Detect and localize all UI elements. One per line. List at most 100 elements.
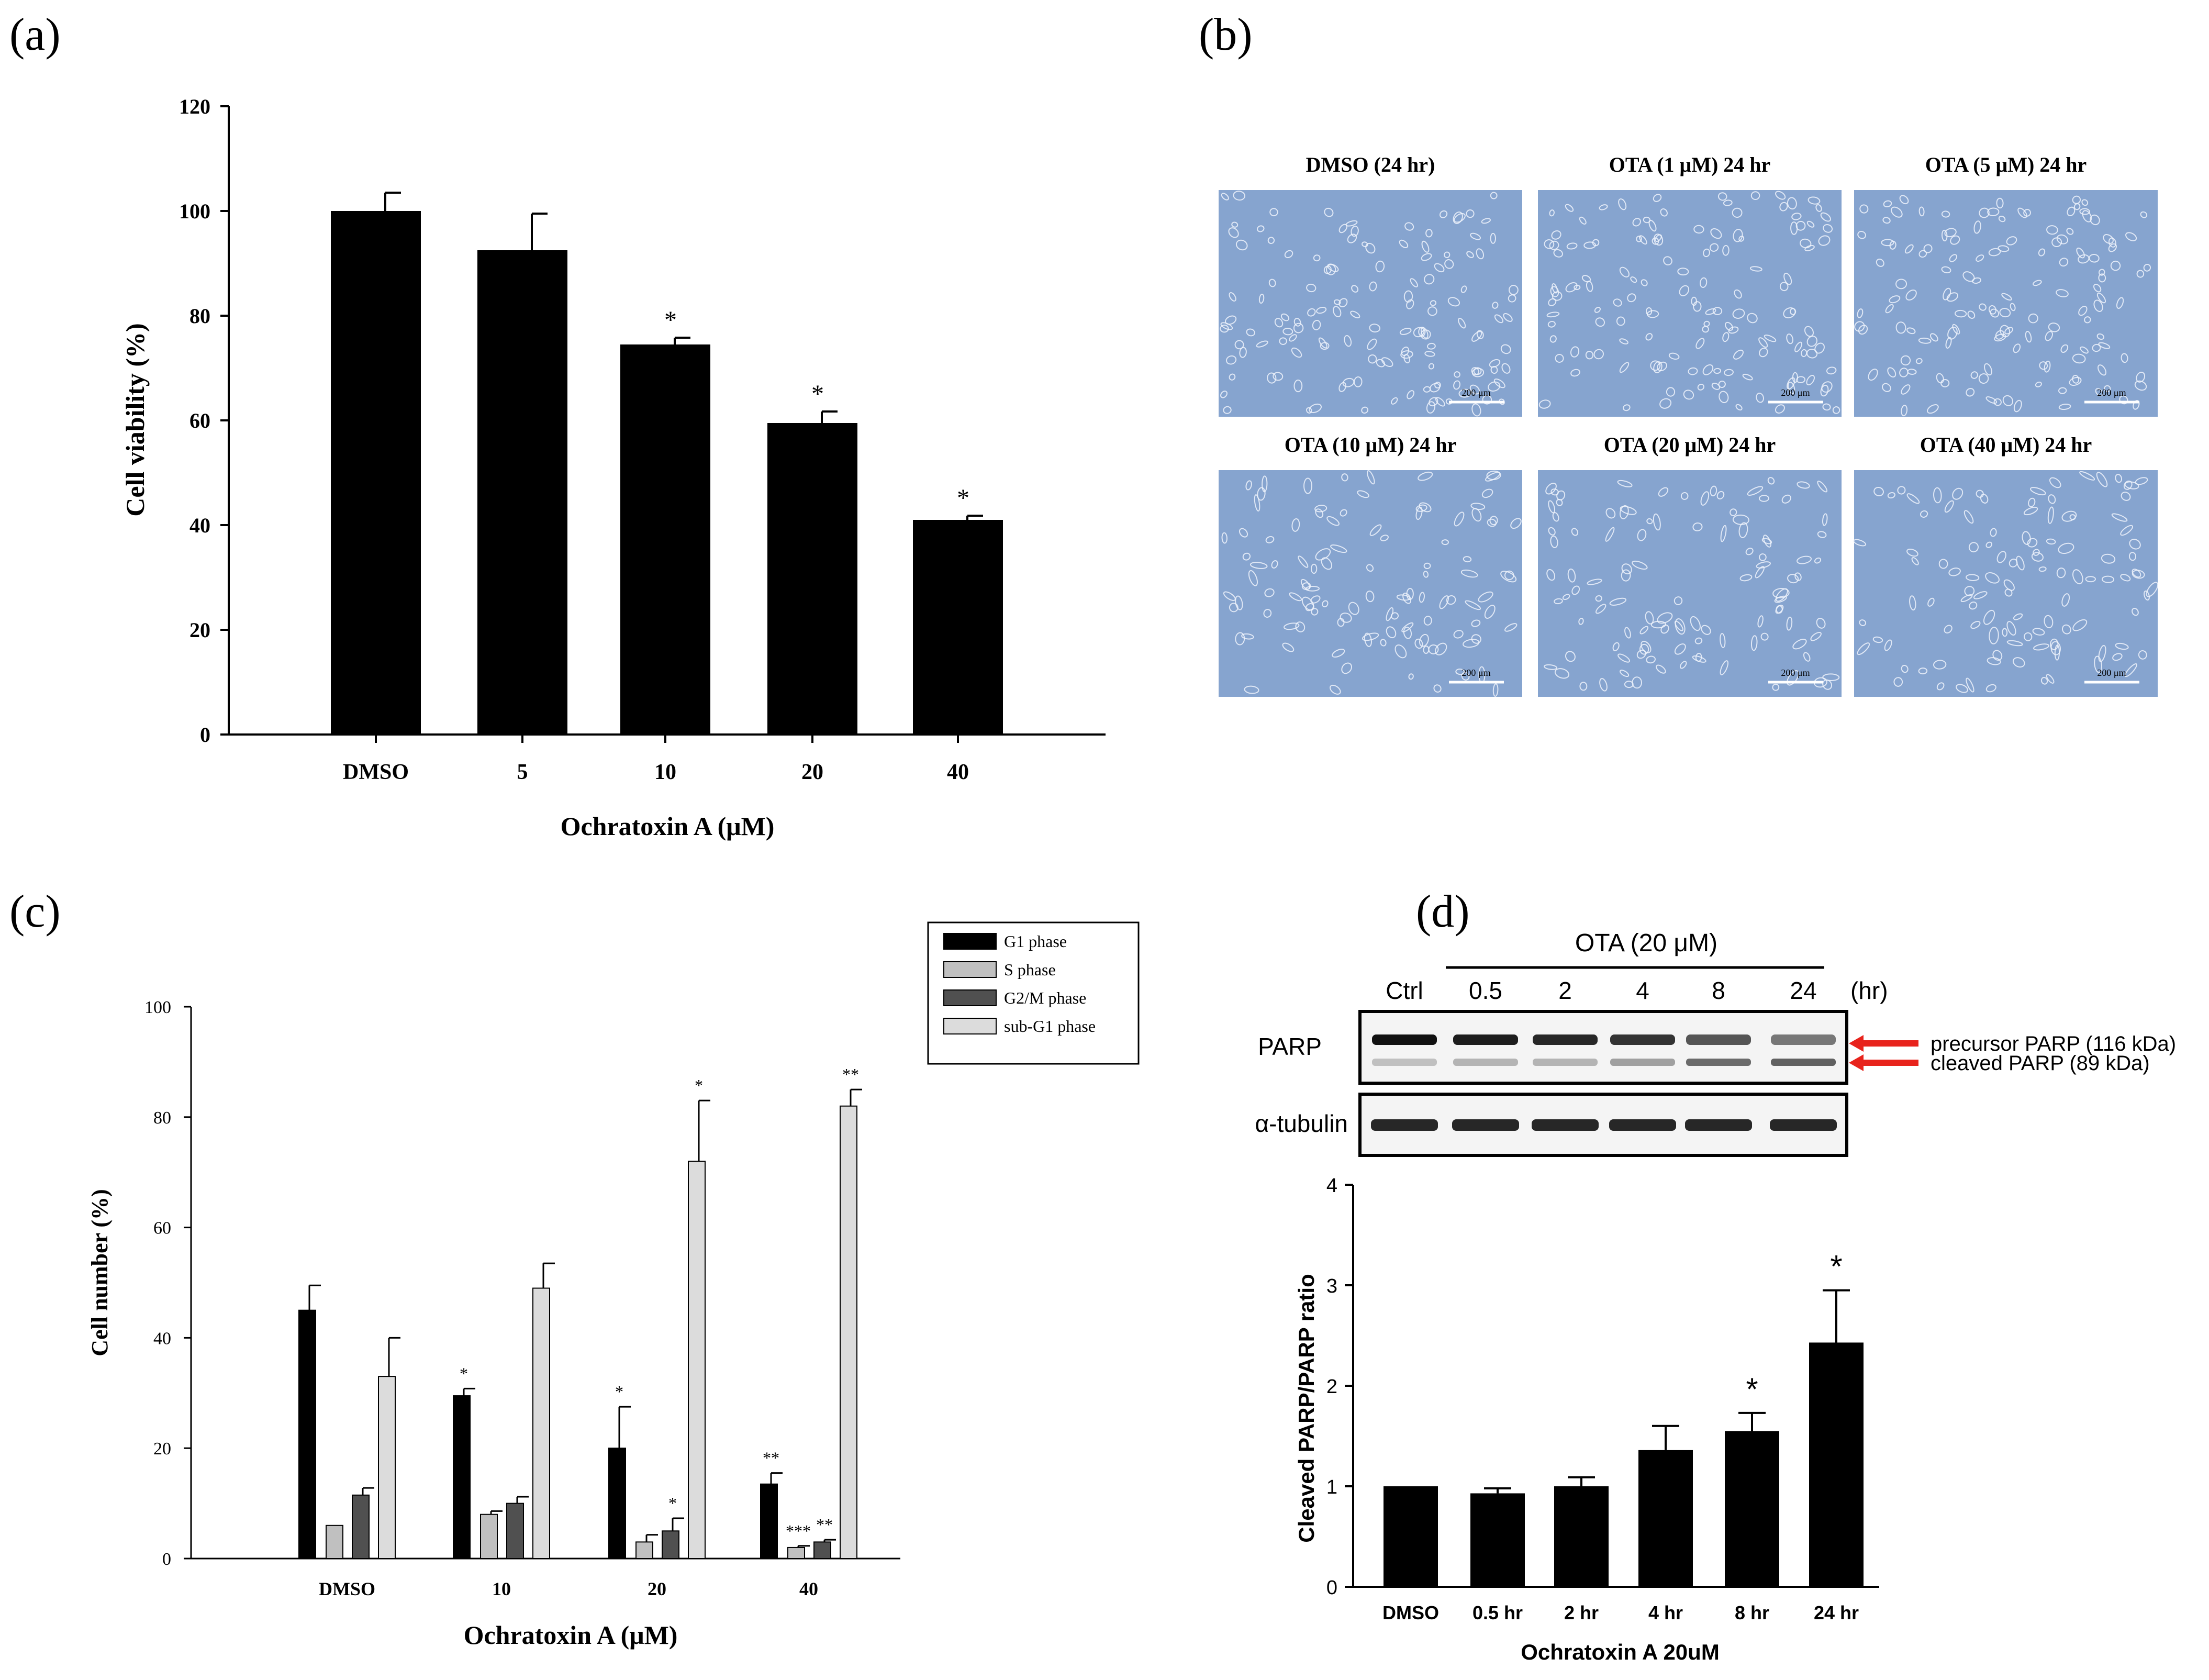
micrograph-cell <box>1375 260 1385 273</box>
micrograph-cell <box>1803 652 1811 662</box>
micrograph-cell <box>1806 374 1815 386</box>
micrograph-cell <box>1786 616 1793 631</box>
micrograph-cell <box>2078 254 2090 264</box>
blot-band-cleaved <box>1372 1059 1437 1066</box>
micrograph-cell <box>1933 660 1947 670</box>
micrograph-cell <box>1645 611 1654 625</box>
chart-c-bar <box>378 1376 396 1559</box>
micrograph-cell <box>1659 398 1672 409</box>
micrograph-cell <box>1724 369 1734 376</box>
micrograph-cell <box>1876 259 1884 267</box>
micrograph-cell <box>2121 492 2131 501</box>
chart-c-bar <box>840 1105 857 1559</box>
micrograph-cell <box>1599 678 1608 692</box>
micrograph-cell <box>1324 207 1334 217</box>
micrograph-cell <box>1779 202 1788 212</box>
micrograph-cell <box>1639 626 1649 635</box>
micrograph-cell <box>2096 472 2108 487</box>
micrograph-cell <box>1722 332 1730 342</box>
micrograph-cell <box>1901 664 1909 673</box>
micrograph-cell <box>1547 320 1556 328</box>
chart-d-x-tick-label: 24 hr <box>1814 1602 1859 1623</box>
micrograph-cell <box>2025 330 2032 343</box>
micrograph-cell <box>1258 294 1265 304</box>
micrograph-cell <box>1700 277 1708 288</box>
micrograph-cell <box>2049 477 2061 488</box>
blot-arrow-head <box>1849 1035 1864 1052</box>
micrograph-cell <box>1710 485 1717 497</box>
micrograph-cell <box>1587 578 1602 585</box>
micrograph-cell <box>1632 676 1642 689</box>
micrograph-cell <box>1617 653 1631 663</box>
chart-d-x-tick-label: 4 hr <box>1648 1602 1683 1623</box>
micrograph-cell <box>1987 657 2001 665</box>
micrograph-cell <box>2098 342 2111 349</box>
micrograph-cell <box>1406 299 1414 309</box>
chart-a-y-tick-label: 80 <box>189 304 210 328</box>
micrograph-cell <box>1772 588 1790 598</box>
micrograph-cell <box>1293 318 1301 327</box>
micrograph-cell <box>1609 597 1627 606</box>
micrograph-cell <box>1630 276 1637 283</box>
micrograph-cell <box>1330 544 1347 553</box>
chart-a-cell-viability: Cell viability (%) Ochratoxin A (μM) 0 20… <box>120 95 1106 841</box>
micrograph-cell <box>1245 480 1252 491</box>
micrograph-cell <box>2090 214 2100 226</box>
micrograph-cell <box>1999 308 2011 318</box>
micrograph-cell <box>1476 248 1484 260</box>
micrograph-cell <box>1989 627 1999 644</box>
micrograph-cell <box>1321 557 1333 570</box>
micrograph-cell <box>1639 235 1647 245</box>
micrograph-cell <box>1920 510 1928 518</box>
chart-c-significance-mark: * <box>668 1494 677 1512</box>
micrograph-cell <box>1653 513 1661 531</box>
micrograph-cell <box>1273 372 1284 381</box>
micrograph-cell <box>1900 355 1911 366</box>
micrograph-cell <box>2056 568 2066 578</box>
micrograph-cell <box>1556 490 1566 500</box>
micrograph-scale-label: 200 μm <box>1781 387 1810 398</box>
micrograph-cell <box>1578 617 1584 625</box>
micrograph-cell <box>1679 661 1687 669</box>
micrograph-cell <box>1984 363 1992 376</box>
micrograph-cell <box>2047 506 2054 524</box>
micrograph-cell <box>1486 470 1501 481</box>
micrograph-cell <box>2125 232 2137 241</box>
micrograph-cell <box>1683 390 1694 400</box>
micrograph-cell <box>1471 331 1482 342</box>
micrograph-cell <box>2081 199 2089 206</box>
chart-c-bar <box>635 1541 653 1559</box>
micrograph-cell <box>1585 351 1594 360</box>
micrograph-cell <box>1976 254 1984 262</box>
micrograph-cell <box>1749 266 1762 272</box>
micrograph-cell <box>2039 361 2048 370</box>
chart-c-significance-mark: * <box>695 1076 703 1095</box>
micrograph-cell <box>1341 473 1348 482</box>
micrograph-cell <box>2073 203 2081 210</box>
micrograph-cell <box>2076 247 2085 259</box>
micrograph-cell <box>2049 638 2059 651</box>
micrograph-cell <box>1901 405 1908 417</box>
micrograph-cell <box>1783 307 1796 319</box>
micrograph-cell <box>1538 399 1551 409</box>
micrograph-cell <box>1970 371 1978 379</box>
micrograph-cell <box>1893 677 1903 687</box>
micrograph-cell <box>1310 563 1318 574</box>
micrograph-cell <box>1565 204 1574 212</box>
blot-band-cleaved <box>1771 1059 1836 1066</box>
micrograph-cell <box>1348 602 1359 615</box>
micrograph-cell <box>1567 568 1576 583</box>
micrograph-cell <box>1887 367 1896 378</box>
micrograph-cell <box>1552 291 1563 301</box>
micrograph-cell <box>2032 628 2045 636</box>
micrograph-cell <box>1720 660 1729 675</box>
micrograph-cell <box>1548 500 1556 514</box>
micrograph-cell <box>2061 593 2070 607</box>
micrograph-cell <box>1295 621 1306 632</box>
micrograph-cell <box>1347 233 1357 243</box>
micrograph-cell <box>1702 364 1714 375</box>
micrograph-cell <box>1776 605 1783 614</box>
micrograph-cell <box>1458 388 1472 398</box>
micrograph-cell <box>2135 477 2148 485</box>
chart-c-bar <box>787 1547 805 1559</box>
